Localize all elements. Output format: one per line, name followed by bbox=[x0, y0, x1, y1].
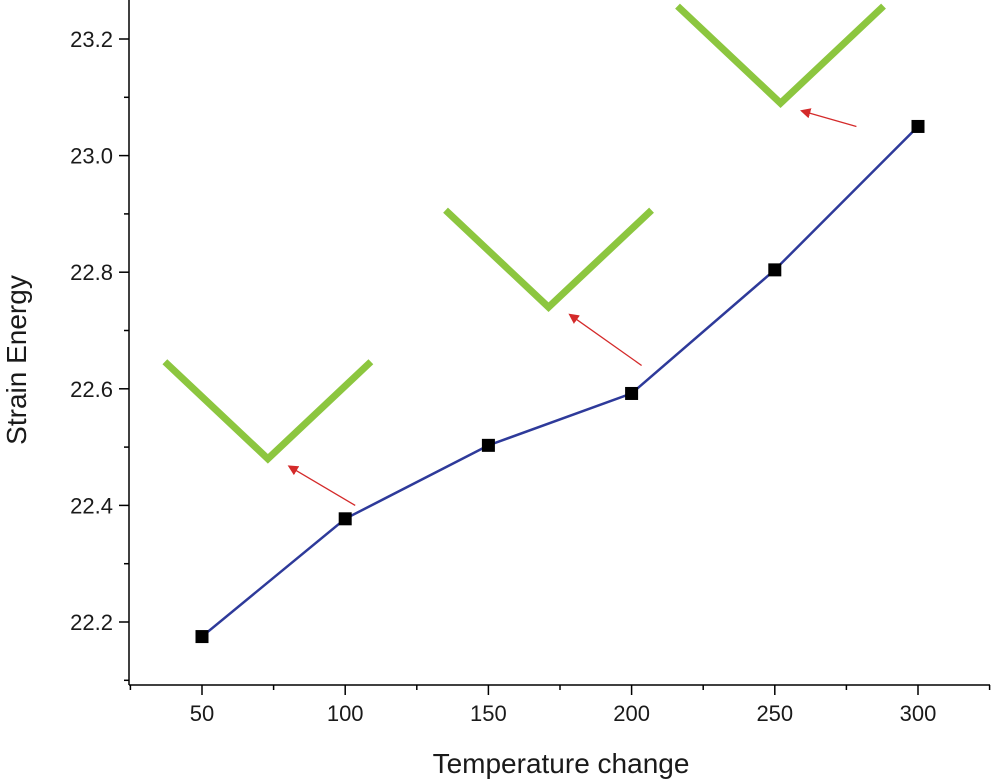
y-tick-label: 23.0 bbox=[70, 144, 113, 169]
series bbox=[195, 119, 925, 644]
data-point-marker bbox=[768, 263, 782, 277]
data-point-marker bbox=[338, 512, 352, 526]
v-shape-annotation bbox=[675, 3, 886, 108]
x-tick-label: 150 bbox=[470, 701, 507, 726]
x-tick-label: 300 bbox=[900, 701, 937, 726]
data-point-marker bbox=[481, 438, 495, 452]
y-tick-label: 22.4 bbox=[70, 493, 113, 518]
data-point-marker bbox=[625, 386, 639, 400]
arrow-annotation bbox=[800, 108, 857, 128]
y-tick-label: 22.8 bbox=[70, 260, 113, 285]
data-point-marker bbox=[195, 630, 209, 644]
arrow-annotation bbox=[287, 465, 356, 506]
data-point-marker bbox=[911, 119, 925, 133]
v-shape-annotation bbox=[443, 207, 654, 312]
x-tick-label: 50 bbox=[190, 701, 214, 726]
y-axis-title: Strain Energy bbox=[1, 275, 32, 445]
y-tick-label: 22.2 bbox=[70, 610, 113, 635]
y-ticks: 22.2 22.4 22.6 22.8 23.0 23.2 bbox=[70, 27, 129, 682]
x-ticks: 50 100 150 200 250 300 bbox=[129, 685, 991, 726]
v-shape-annotation bbox=[162, 359, 374, 464]
annotations bbox=[162, 3, 886, 506]
x-axis-title: Temperature change bbox=[433, 748, 690, 779]
x-tick-label: 100 bbox=[327, 701, 364, 726]
series-line bbox=[201, 125, 919, 638]
y-tick-label: 22.6 bbox=[70, 377, 113, 402]
y-tick-label: 23.2 bbox=[70, 27, 113, 52]
axes bbox=[128, 0, 990, 686]
x-tick-label: 250 bbox=[756, 701, 793, 726]
x-tick-label: 200 bbox=[613, 701, 650, 726]
arrow-annotation bbox=[568, 313, 642, 367]
